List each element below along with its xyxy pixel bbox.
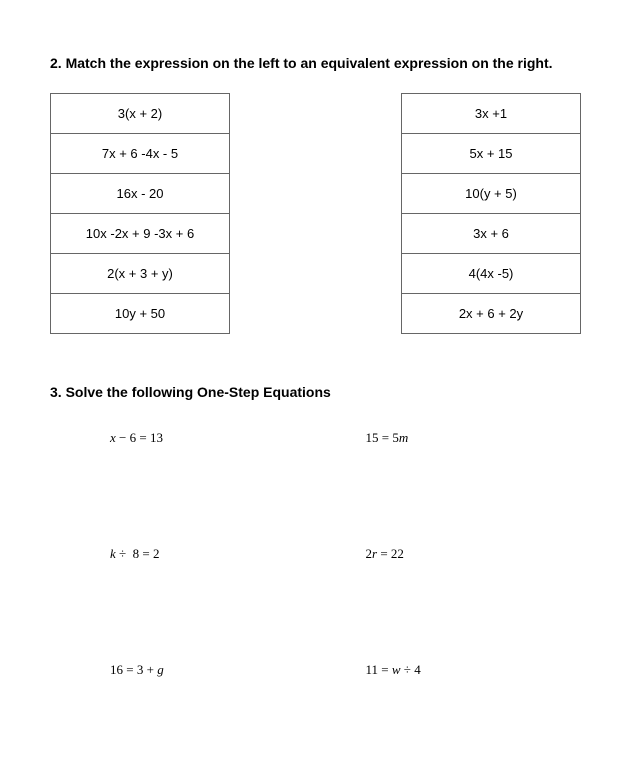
right-expression-table: 3x +1 5x + 15 10(y + 5) 3x + 6 4(4x -5) …	[401, 93, 581, 334]
left-cell-5: 10y + 50	[51, 294, 230, 334]
left-cell-4: 2(x + 3 + y)	[51, 254, 230, 294]
equation-3: k ÷ 8 = 2	[110, 546, 326, 562]
equation-6: 11 = w ÷ 4	[366, 662, 582, 678]
right-cell-3: 3x + 6	[402, 214, 581, 254]
equation-2: 15 = 5m	[366, 430, 582, 446]
left-cell-3: 10x -2x + 9 -3x + 6	[51, 214, 230, 254]
question-3-header: 3. Solve the following One-Step Equation…	[50, 384, 581, 400]
equation-4: 2r = 22	[366, 546, 582, 562]
right-cell-4: 4(4x -5)	[402, 254, 581, 294]
equation-5: 16 = 3 + g	[110, 662, 326, 678]
left-expression-table: 3(x + 2) 7x + 6 -4x - 5 16x - 20 10x -2x…	[50, 93, 230, 334]
left-cell-1: 7x + 6 -4x - 5	[51, 134, 230, 174]
equations-container: x − 6 = 13 15 = 5m k ÷ 8 = 2 2r = 22 16 …	[50, 430, 581, 678]
matching-tables-container: 3(x + 2) 7x + 6 -4x - 5 16x - 20 10x -2x…	[50, 93, 581, 334]
right-cell-2: 10(y + 5)	[402, 174, 581, 214]
right-cell-0: 3x +1	[402, 94, 581, 134]
right-cell-1: 5x + 15	[402, 134, 581, 174]
question-2-header: 2. Match the expression on the left to a…	[50, 55, 581, 71]
equation-1: x − 6 = 13	[110, 430, 326, 446]
right-cell-5: 2x + 6 + 2y	[402, 294, 581, 334]
left-cell-2: 16x - 20	[51, 174, 230, 214]
left-cell-0: 3(x + 2)	[51, 94, 230, 134]
